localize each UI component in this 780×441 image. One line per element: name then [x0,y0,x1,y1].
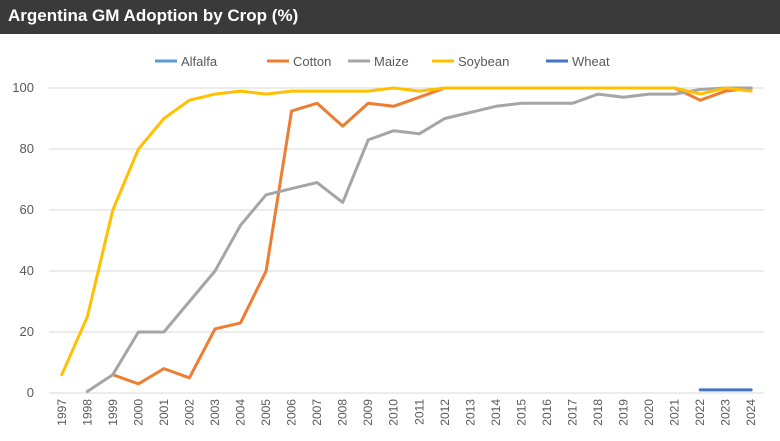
x-tick-label: 1997 [55,399,69,426]
chart-title: Argentina GM Adoption by Crop (%) [8,6,299,25]
x-tick-label: 2009 [361,399,375,426]
series-line-cotton [111,86,753,386]
series-lines [60,86,753,393]
x-tick-label: 2023 [719,399,733,426]
y-tick-label: 80 [20,141,34,156]
x-tick-label: 2012 [438,399,452,426]
x-tick-label: 1999 [106,399,120,426]
legend-label-maize: Maize [374,54,409,69]
x-tick-label: 2022 [693,399,707,426]
x-tick-label: 2008 [336,399,350,426]
x-tick-label: 2001 [157,399,171,426]
x-tick-label: 2021 [668,399,682,426]
x-tick-label: 2006 [285,399,299,426]
y-axis-ticks: 0 20 40 60 80 100 [12,80,34,400]
x-tick-label: 2011 [412,399,426,425]
x-tick-label: 2017 [565,399,579,426]
y-tick-label: 100 [12,80,34,95]
legend-label-wheat: Wheat [572,54,610,69]
x-tick-label: 2015 [514,399,528,426]
x-tick-label: 2016 [540,399,554,426]
series-line-soybean [60,86,753,377]
y-tick-label: 60 [20,202,34,217]
y-tick-label: 20 [20,324,34,339]
title-bar: Argentina GM Adoption by Crop (%) [0,0,780,34]
x-tick-label: 2019 [617,399,631,426]
legend: Alfalfa Cotton Maize Soybean Wheat [155,54,610,69]
x-tick-label: 2000 [131,399,145,426]
x-tick-label: 2003 [208,399,222,426]
series-line-maize [85,86,753,393]
y-tick-label: 40 [20,263,34,278]
x-tick-label: 1998 [80,399,94,426]
x-tick-label: 2002 [182,399,196,426]
x-axis-ticks: 1997 1998 1999 2000 2001 2002 2003 2004 2005 2006… [55,399,758,426]
x-tick-label: 2004 [234,399,248,426]
x-tick-label: 2007 [310,399,324,426]
x-tick-label: 2013 [463,399,477,426]
x-tick-label: 2020 [642,399,656,426]
legend-label-soybean: Soybean [458,54,509,69]
legend-label-alfalfa: Alfalfa [181,54,218,69]
gridlines [49,87,764,394]
x-tick-label: 2010 [387,399,401,426]
y-tick-label: 0 [27,385,34,400]
x-tick-label: 2018 [591,399,605,426]
x-tick-label: 2014 [489,399,503,426]
legend-label-cotton: Cotton [293,54,331,69]
x-tick-label: 2024 [744,399,758,426]
x-tick-label: 2005 [259,399,273,426]
